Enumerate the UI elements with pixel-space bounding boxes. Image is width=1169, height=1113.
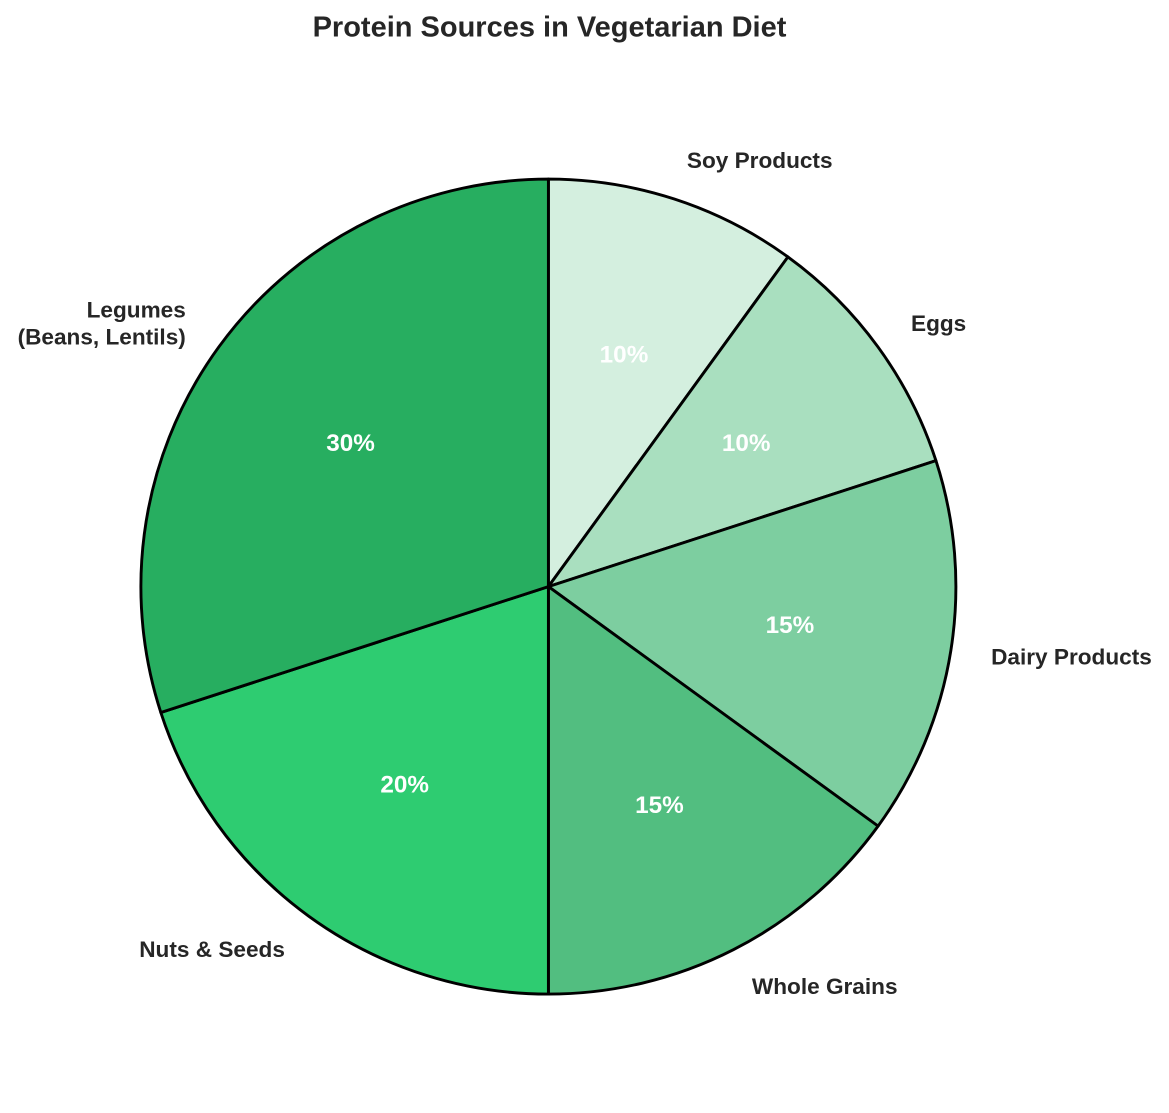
- svg-text:Dairy Products: Dairy Products: [991, 645, 1152, 670]
- svg-text:Soy Products: Soy Products: [687, 148, 833, 173]
- svg-text:30%: 30%: [326, 430, 375, 457]
- svg-text:(Beans, Lentils): (Beans, Lentils): [18, 325, 186, 350]
- svg-text:15%: 15%: [635, 792, 684, 819]
- svg-text:Eggs: Eggs: [911, 311, 966, 336]
- svg-text:Protein Sources in Vegetarian: Protein Sources in Vegetarian Diet: [313, 12, 787, 44]
- svg-text:Nuts & Seeds: Nuts & Seeds: [139, 937, 285, 962]
- svg-text:10%: 10%: [600, 341, 649, 368]
- svg-text:20%: 20%: [380, 772, 429, 799]
- svg-text:Whole Grains: Whole Grains: [752, 974, 898, 999]
- svg-text:Legumes: Legumes: [87, 297, 186, 322]
- svg-text:15%: 15%: [766, 612, 815, 639]
- svg-text:10%: 10%: [722, 430, 771, 457]
